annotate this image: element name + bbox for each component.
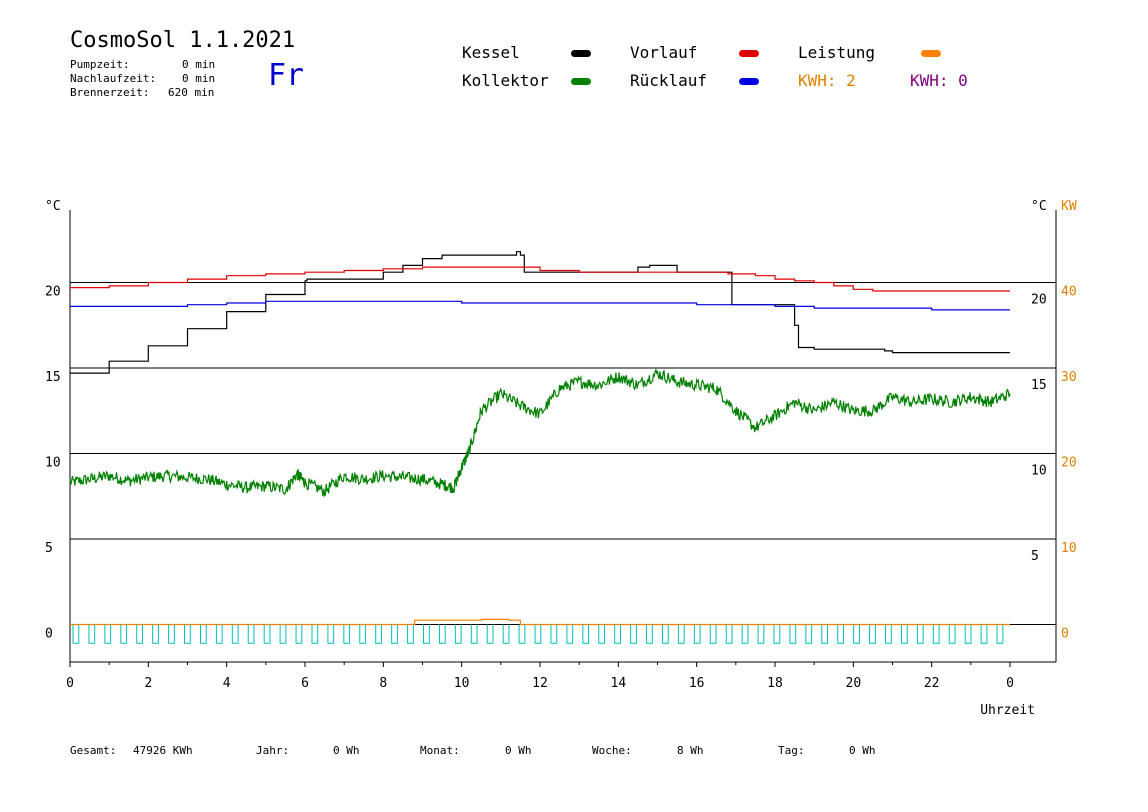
x-tick-label: 18 (767, 676, 783, 691)
footer-woche-label: Woche: (592, 744, 632, 757)
x-tick-label: 0 (66, 676, 74, 691)
legend-leistung-swatch (921, 50, 941, 57)
x-tick-label: 16 (689, 676, 705, 691)
y-right-temp-tick-label: 10 (1031, 464, 1047, 479)
y-right-power-unit-label: KW (1061, 199, 1077, 214)
stat-brenner-value: 620 min (168, 86, 215, 99)
y-right-power-tick-label: 30 (1061, 370, 1077, 385)
y-right-power-tick-label: 10 (1061, 541, 1077, 556)
weekday-label: Fr (268, 58, 305, 93)
stat-pump-label: Pumpzeit: (70, 58, 130, 71)
footer-jahr-value: 0 Wh (333, 744, 360, 757)
series-kollektor (69, 367, 1011, 498)
stat-pump-value: 0 min (182, 58, 216, 71)
x-tick-label: 2 (144, 676, 152, 691)
y-left-tick-label: 5 (45, 541, 53, 556)
x-tick-label: 20 (846, 676, 862, 691)
stat-nachlauf-label: Nachlaufzeit: (70, 72, 157, 85)
legend-vorlauf-swatch (739, 50, 759, 57)
y-left-tick-label: 10 (45, 456, 61, 471)
y-left-tick-label: 0 (45, 627, 53, 642)
y-right-power-tick-label: 40 (1061, 285, 1077, 300)
x-tick-label: 6 (301, 676, 309, 691)
y-right-temp-tick-label: 5 (1031, 549, 1039, 564)
page-title: CosmoSol 1.1.2021 (70, 28, 296, 53)
legend-kollektor-label: Kollektor (462, 71, 549, 90)
legend-ruecklauf-label: Rücklauf (630, 71, 708, 90)
y-left-tick-label: 15 (45, 370, 61, 385)
legend-kessel-label: Kessel (462, 43, 520, 62)
x-tick-label: 14 (611, 676, 627, 691)
y-right-temp-unit-label: °C (1031, 199, 1047, 214)
legend-vorlauf-label: Vorlauf (630, 43, 698, 62)
legend-leistung-label: Leistung (798, 43, 876, 62)
x-tick-label: 4 (223, 676, 231, 691)
footer-gesamt-label: Gesamt: (70, 744, 117, 757)
x-tick-label: 8 (379, 676, 387, 691)
y-right-power-tick-label: 20 (1061, 456, 1077, 471)
series-ruecklauf (70, 300, 1010, 311)
y-left-unit-label: °C (45, 199, 61, 214)
legend-kessel-swatch (571, 50, 591, 57)
series-vorlauf (70, 266, 1010, 292)
footer-tag-value: 0 Wh (849, 744, 876, 757)
series-leistung (70, 618, 1010, 626)
series-pumpe (72, 624, 1004, 644)
kwh-purple: KWH: 0 (910, 71, 968, 90)
x-tick-label: 0 (1006, 676, 1014, 691)
kwh-orange: KWH: 2 (798, 71, 856, 90)
y-right-temp-tick-label: 15 (1031, 378, 1047, 393)
footer-tag-label: Tag: (778, 744, 805, 757)
footer-woche-value: 8 Wh (677, 744, 704, 757)
footer-jahr-label: Jahr: (256, 744, 290, 757)
x-tick-label: 12 (532, 676, 548, 691)
y-right-power-tick-label: 0 (1061, 627, 1069, 642)
footer-gesamt-value: 47926 KWh (133, 744, 193, 757)
y-right-temp-tick-label: 20 (1031, 293, 1047, 308)
stat-nachlauf-value: 0 min (182, 72, 216, 85)
footer-monat-value: 0 Wh (505, 744, 532, 757)
stat-brenner-label: Brennerzeit: (70, 86, 150, 99)
y-left-tick-label: 20 (45, 285, 61, 300)
legend-ruecklauf-swatch (739, 78, 759, 85)
legend-kollektor-swatch (571, 78, 591, 85)
footer-monat-label: Monat: (420, 744, 460, 757)
series-kessel (70, 251, 1010, 374)
x-tick-label: 22 (924, 676, 940, 691)
x-tick-label: 10 (454, 676, 470, 691)
x-axis-label: Uhrzeit (980, 703, 1035, 718)
